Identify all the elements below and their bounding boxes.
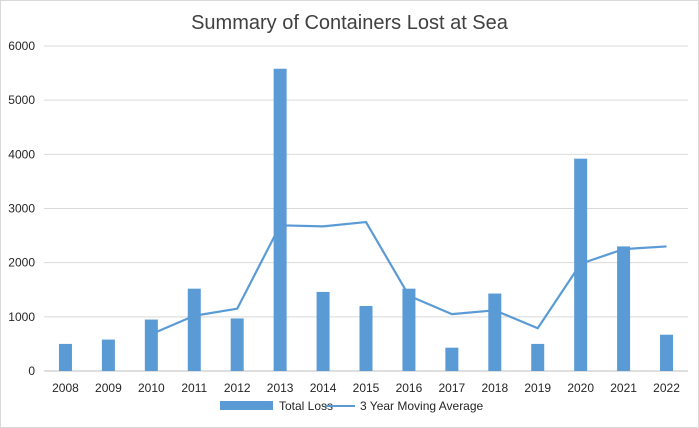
bar-total-loss	[187, 288, 201, 371]
bar-total-loss	[488, 293, 502, 371]
x-tick-label: 2021	[610, 381, 637, 395]
x-tick-label: 2010	[138, 381, 165, 395]
bar-total-loss	[531, 343, 545, 371]
x-tick-label: 2016	[396, 381, 423, 395]
x-tick-label: 2022	[653, 381, 680, 395]
legend-swatch-total-loss	[220, 401, 273, 410]
bar-total-loss	[273, 68, 287, 371]
bar-total-loss	[402, 288, 416, 371]
y-tick-label: 6000	[8, 39, 35, 53]
x-tick-label: 2012	[224, 381, 251, 395]
y-tick-label: 3000	[8, 202, 35, 216]
legend-label-total-loss: Total Loss	[279, 399, 333, 413]
bar-total-loss	[617, 246, 631, 371]
x-tick-label: 2017	[439, 381, 466, 395]
x-tick-label: 2019	[524, 381, 551, 395]
chart-title: Summary of Containers Lost at Sea	[191, 12, 508, 34]
bar-total-loss	[58, 343, 72, 371]
bar-total-loss	[144, 319, 158, 371]
x-tick-label: 2018	[481, 381, 508, 395]
x-tick-label: 2015	[353, 381, 380, 395]
y-tick-label: 2000	[8, 256, 35, 270]
y-tick-label: 4000	[8, 147, 35, 161]
x-tick-label: 2011	[181, 381, 207, 395]
bar-total-loss	[230, 318, 244, 371]
moving-average-line	[150, 220, 667, 336]
x-tick-label: 2008	[52, 381, 79, 395]
y-tick-label: 0	[28, 364, 35, 378]
y-tick-label: 1000	[8, 310, 35, 324]
bar-total-loss	[359, 306, 373, 371]
bar-total-loss	[101, 339, 115, 371]
x-tick-label: 2009	[95, 381, 122, 395]
y-tick-label: 5000	[8, 93, 35, 107]
x-tick-label: 2014	[310, 381, 337, 395]
bar-total-loss	[445, 347, 459, 371]
bar-total-loss	[316, 291, 330, 371]
x-tick-label: 2013	[267, 381, 294, 395]
legend-label-moving-average: 3 Year Moving Average	[360, 399, 484, 413]
x-tick-label: 2020	[567, 381, 594, 395]
bar-total-loss	[660, 334, 674, 371]
